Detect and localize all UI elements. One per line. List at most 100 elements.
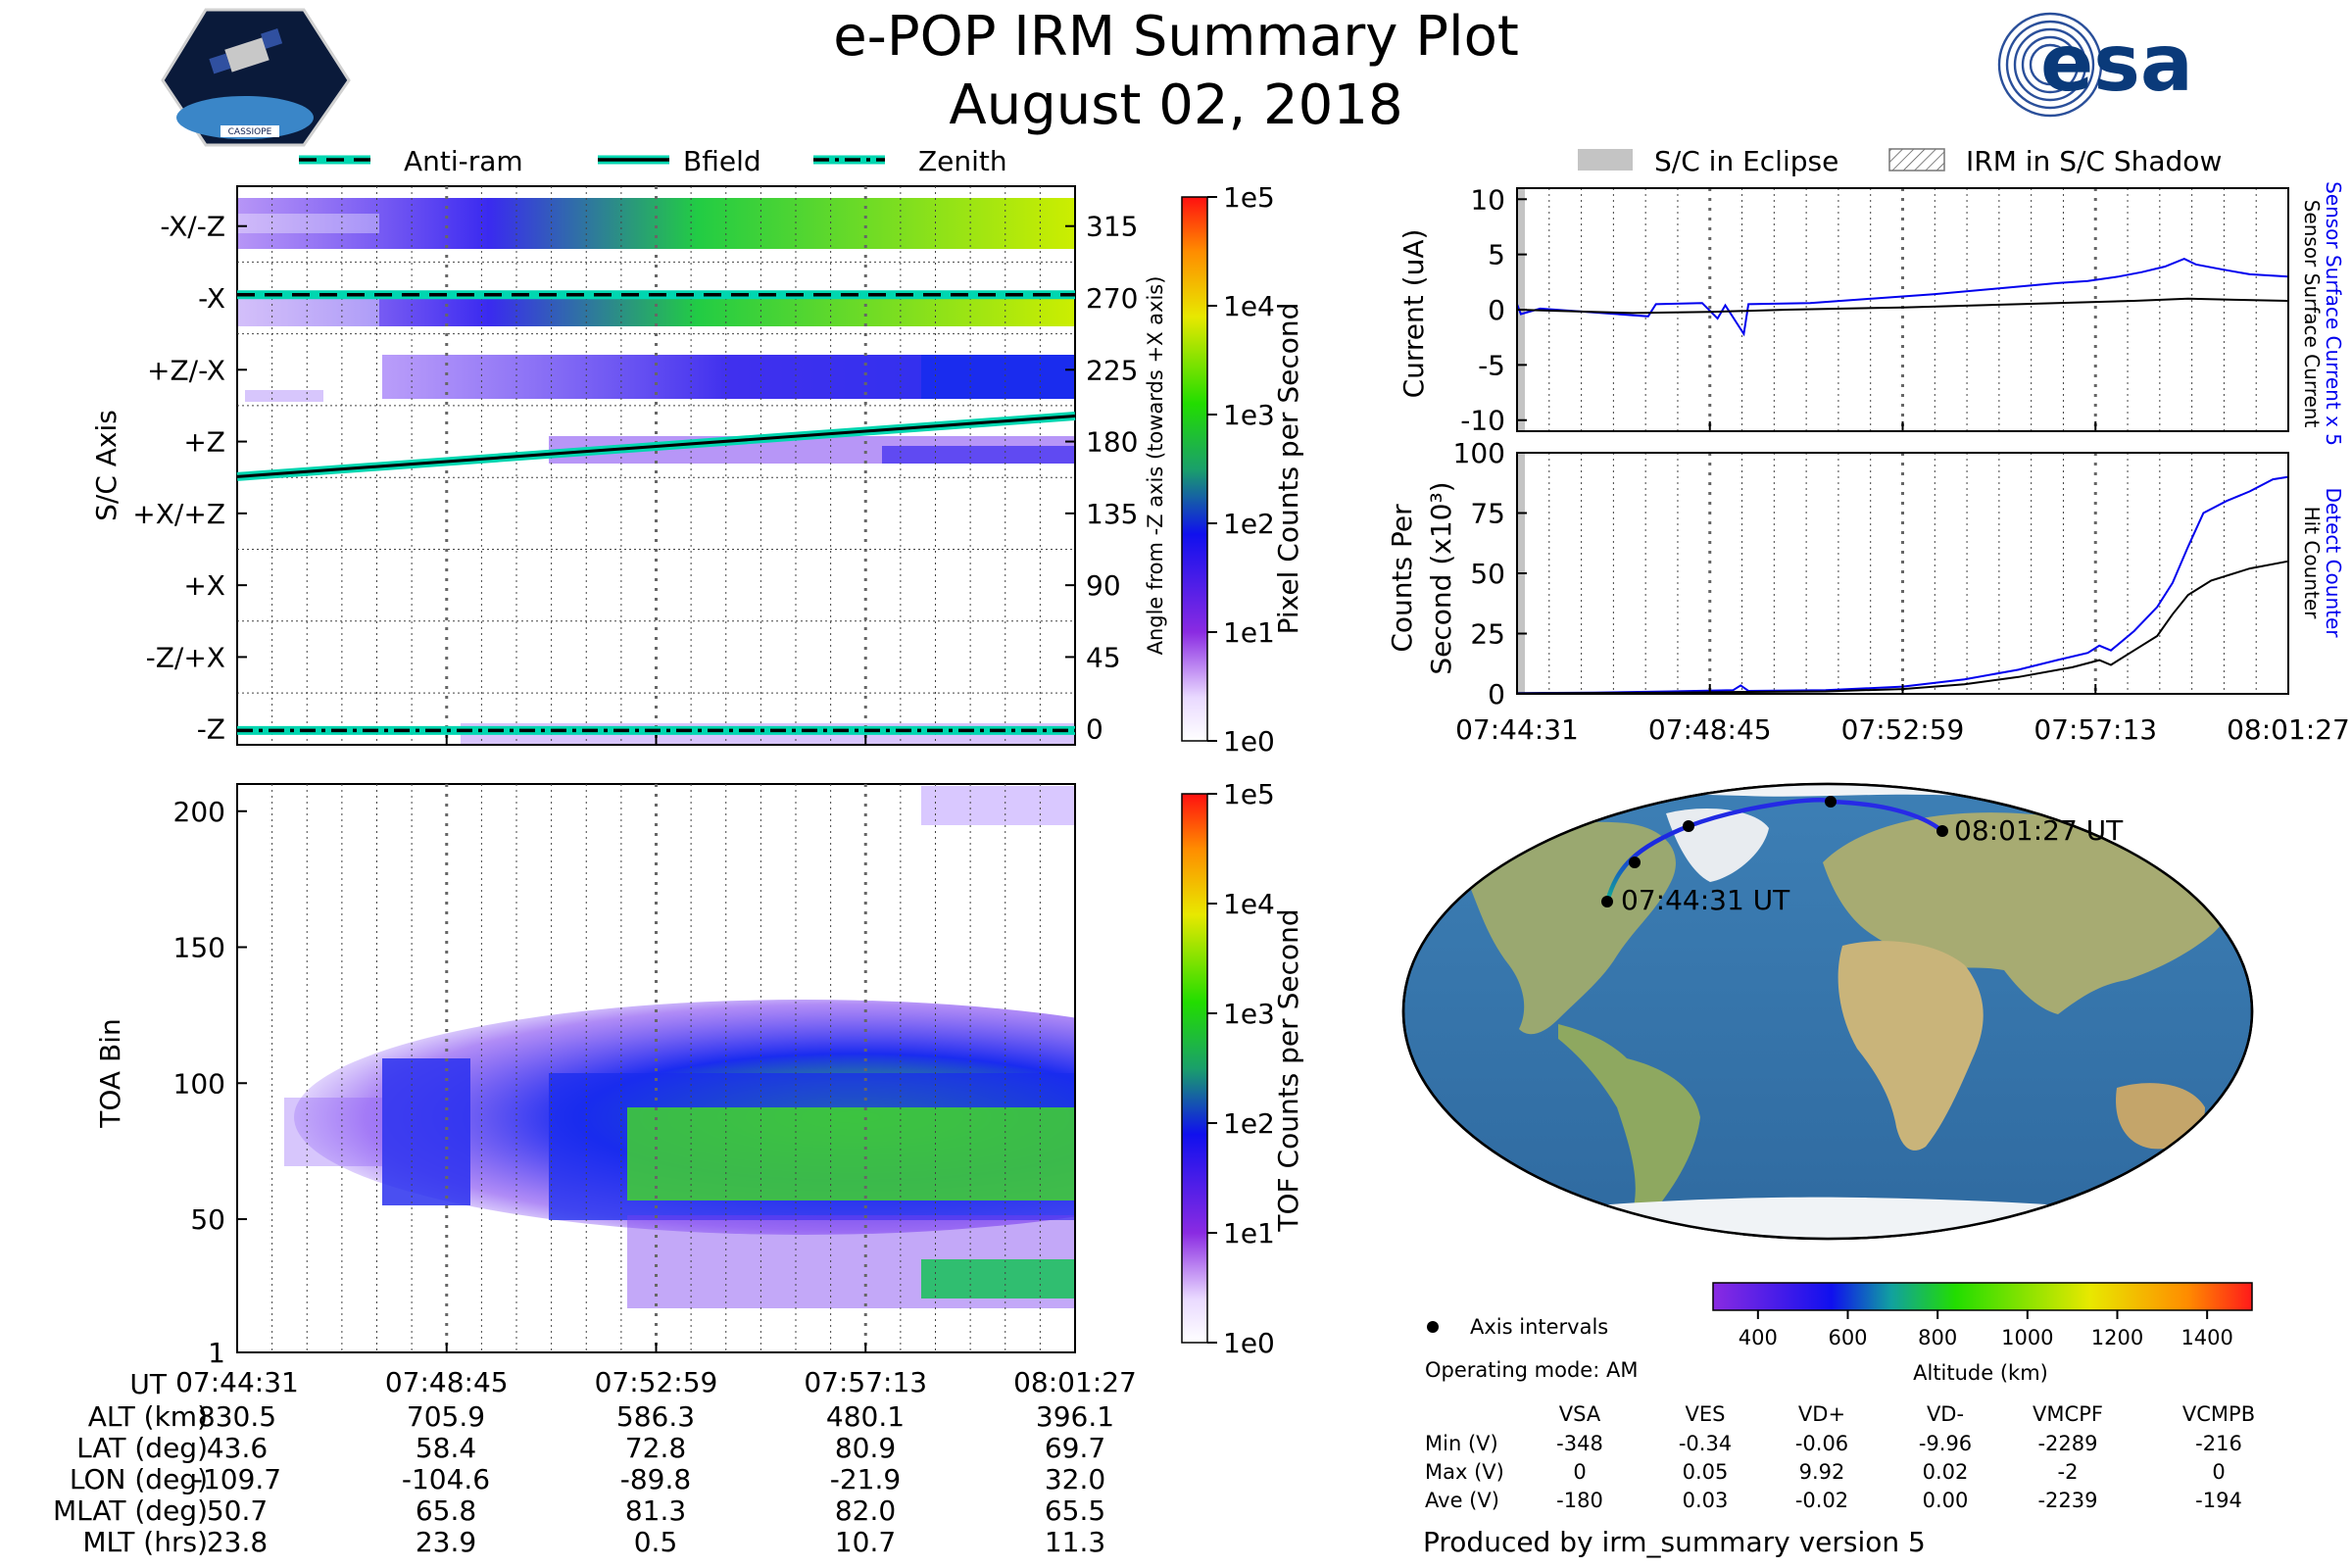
volt-cell-2-0: -180: [1556, 1489, 1603, 1512]
tof-cbar-label-1: 1e4: [1223, 888, 1275, 920]
esa-logo-text: esa: [2040, 18, 2193, 109]
pixel-colorbar-label: Pixel Counts per Second: [1272, 303, 1304, 635]
alt-tick-label-4: 1200: [2091, 1326, 2143, 1349]
pixel-axis-label-0: -X/-Z: [160, 211, 225, 243]
pixel-angle-tick-4: 135: [1086, 498, 1138, 530]
alt-tick-label-3: 1000: [2001, 1326, 2053, 1349]
pixel-axis-label-5: +X: [183, 569, 225, 602]
counts-series-1: [1516, 560, 2289, 695]
pixel-cbar-label-2: 1e3: [1223, 399, 1275, 431]
eph-row-label-0: ALT (km): [88, 1400, 208, 1433]
pixel-angle-tick-7: 0: [1086, 713, 1103, 746]
volt-cell-1-4: -2: [2058, 1460, 2079, 1484]
counts-plot: 100 75 50 25 007:44:31 07:48:45 07:52:59 07:57:…: [1386, 437, 2350, 746]
pixel-angle-tick-5: 90: [1086, 569, 1121, 602]
volt-row-label-0: Min (V): [1425, 1432, 1498, 1455]
volt-header-0: VSA: [1559, 1402, 1601, 1426]
counts-series-0: [1516, 475, 2289, 695]
counts-x-label-3: 07:57:13: [2034, 713, 2157, 746]
eph-cell-2-0: -109.7: [193, 1463, 281, 1495]
current-plot: 10 5 0 -5 -10 Current (uA) Sensor Surface Cu…: [1397, 181, 2345, 446]
eph-cell-4-3: 10.7: [835, 1526, 896, 1558]
toa-x-label-0: 07:44:31: [175, 1366, 299, 1398]
pixel-angle-tick-0: 315: [1086, 211, 1138, 243]
pixel-axis-label-1: -X: [198, 282, 225, 315]
eph-row-label-1: LAT (deg): [76, 1432, 208, 1464]
legend-antiram: Anti-ram: [404, 145, 523, 177]
toa-y-label-2: 100: [173, 1067, 225, 1100]
tof-cbar-label-2: 1e3: [1223, 998, 1275, 1030]
counts-x-label-1: 07:48:45: [1648, 713, 1772, 746]
volt-cell-0-3: -9.96: [1919, 1432, 1972, 1455]
toa-x-label-1: 07:48:45: [385, 1366, 509, 1398]
orbit-map: 07:44:31 UT 08:01:27 UT: [1401, 782, 2254, 1241]
toa-x-label-3: 07:57:13: [804, 1366, 927, 1398]
eph-cell-1-4: 69.7: [1045, 1432, 1105, 1464]
tof-colorbar: [1181, 793, 1208, 1344]
eph-cell-4-2: 0.5: [634, 1526, 678, 1558]
volt-cell-1-5: 0: [2212, 1460, 2225, 1484]
right-legend: S/C in Eclipse IRM in S/C Shadow: [1578, 145, 2222, 177]
pixel-cbar-label-3: 1e2: [1223, 508, 1275, 540]
counts-right-label-blue: Detect Counter: [2322, 488, 2345, 639]
eph-cell-1-2: 72.8: [625, 1432, 686, 1464]
eph-cell-4-0: 23.8: [207, 1526, 268, 1558]
current-series-0: [1516, 258, 2289, 337]
pixel-angle-tick-6: 45: [1086, 641, 1121, 673]
eph-cell-2-1: -104.6: [402, 1463, 490, 1495]
volt-cell-0-5: -216: [2195, 1432, 2242, 1455]
cassiope-logo: CASSIOPE: [161, 8, 351, 147]
alt-tick-label-0: 400: [1739, 1326, 1778, 1349]
counts-x-label-2: 07:52:59: [1841, 713, 1965, 746]
volt-cell-2-5: -194: [2195, 1489, 2242, 1512]
cassiope-logo-text: CASSIOPE: [228, 127, 272, 137]
eph-row-label-3: MLAT (deg): [53, 1494, 208, 1527]
legend-eclipse: S/C in Eclipse: [1654, 145, 1838, 177]
track-point-1: [1601, 896, 1613, 907]
counts-x-label-4: 08:01:27: [2227, 713, 2350, 746]
alt-tick-label-1: 600: [1828, 1326, 1867, 1349]
esa-logo: esa: [1997, 12, 2193, 118]
eph-cell-4-1: 23.9: [416, 1526, 476, 1558]
pixel-cbar-label-0: 1e5: [1223, 181, 1275, 214]
pixel-axis-label-7: -Z: [197, 713, 225, 746]
current-y-label-2: 0: [1488, 294, 1505, 326]
volt-cell-0-0: -348: [1556, 1432, 1603, 1455]
eph-row-label-2: LON (deg): [70, 1463, 208, 1495]
top-legend: Anti-ram Bfield Zenith: [299, 145, 1007, 177]
track-point-3: [1683, 820, 1694, 832]
counts-frame: [1516, 452, 2289, 695]
eph-cell-3-0: 50.7: [207, 1494, 268, 1527]
eph-cell-3-4: 65.5: [1045, 1494, 1105, 1527]
volt-row-label-1: Max (V): [1425, 1460, 1504, 1484]
tof-colorbar-label: TOF Counts per Second: [1272, 908, 1304, 1232]
legend-shadow: IRM in S/C Shadow: [1966, 145, 2222, 177]
eph-cell-0-0: 830.5: [198, 1400, 276, 1433]
alt-tick-label-2: 800: [1918, 1326, 1957, 1349]
volt-cell-2-3: 0.00: [1923, 1489, 1969, 1512]
current-y-label-3: -5: [1478, 349, 1505, 381]
eph-cell-0-1: 705.9: [407, 1400, 485, 1433]
pixel-angle-tick-1: 270: [1086, 282, 1138, 315]
current-y-label-1: 5: [1488, 239, 1505, 271]
volt-cell-1-2: 9.92: [1799, 1460, 1845, 1484]
toa-x-label-4: 08:01:27: [1013, 1366, 1137, 1398]
toa-ylabel: TOA Bin: [94, 1018, 126, 1128]
tof-cbar-label-5: 1e0: [1223, 1327, 1275, 1359]
current-right-label-blue: Sensor Surface Current x 5: [2322, 181, 2345, 446]
volt-cell-2-1: 0.03: [1683, 1489, 1729, 1512]
footer-credit: Produced by irm_summary version 5: [1423, 1526, 1926, 1558]
legend-bfield: Bfield: [683, 145, 761, 177]
pixel-spectrogram: -X/-Z 315 -X 270 +Z/-X 225 +Z 180 +X/+Z 135 +X 90 -Z…: [90, 181, 1304, 758]
current-y-label-4: -10: [1460, 405, 1505, 437]
track-end-label: 08:01:27 UT: [1954, 814, 2124, 847]
legend-zenith: Zenith: [918, 145, 1007, 177]
volt-cell-1-1: 0.05: [1683, 1460, 1729, 1484]
eph-row-label-4: MLT (hrs): [82, 1526, 208, 1558]
volt-cell-0-2: -0.06: [1795, 1432, 1848, 1455]
track-point-5: [1936, 825, 1948, 837]
eph-cell-1-1: 58.4: [416, 1432, 476, 1464]
altitude-colorbar-label: Altitude (km): [1913, 1361, 2048, 1385]
